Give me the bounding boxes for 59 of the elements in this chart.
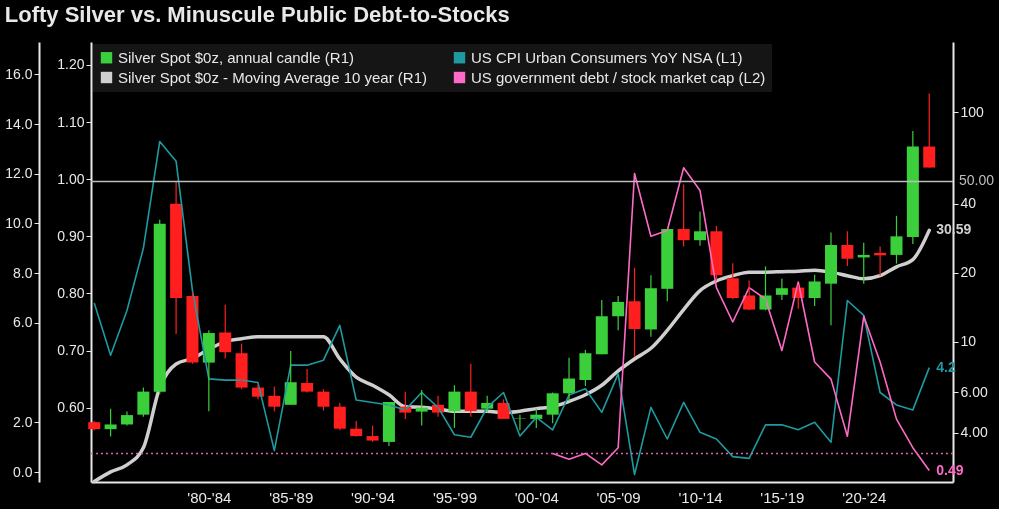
candlestick bbox=[579, 349, 592, 387]
y3-tick-label: 6.00 bbox=[960, 383, 988, 400]
candlestick bbox=[595, 299, 608, 355]
y-tick-label: 0.0 bbox=[13, 463, 33, 480]
y-tick-label: 10.0 bbox=[5, 214, 33, 231]
candlestick bbox=[137, 387, 150, 418]
y3-tick-label: 10 bbox=[960, 333, 977, 350]
y2-tick-label: 0.60 bbox=[57, 399, 85, 416]
legend-label: US government debt / stock market cap (L2) bbox=[471, 68, 766, 86]
x-tick-label: '80-'84 bbox=[187, 488, 232, 506]
x-tick-label: '90-'94 bbox=[351, 488, 396, 506]
y-tick-label: 2.0 bbox=[13, 413, 33, 430]
candlestick bbox=[415, 389, 428, 427]
candlestick bbox=[661, 228, 674, 302]
candlestick bbox=[546, 391, 559, 424]
legend-label: Silver Spot $0z, annual candle (R1) bbox=[118, 48, 354, 66]
x-tick-label: '85-'89 bbox=[269, 488, 314, 506]
x-tick-label: '00-'04 bbox=[514, 488, 559, 506]
y3-tick-label: 100 bbox=[960, 103, 985, 120]
y2-tick-label: 1.20 bbox=[57, 56, 85, 73]
y2-tick-label: 0.70 bbox=[57, 342, 85, 359]
candlestick bbox=[923, 92, 936, 169]
candlestick bbox=[612, 295, 625, 331]
x-tick-label: '15-'19 bbox=[760, 488, 805, 506]
candlestick bbox=[808, 274, 821, 307]
line-series bbox=[93, 140, 931, 476]
y2-tick-label: 0.80 bbox=[57, 284, 85, 301]
y-tick-label: 8.0 bbox=[13, 264, 33, 281]
chart-title: Lofty Silver vs. Minuscule Public Debt-to-Stocks bbox=[4, 2, 510, 28]
candlestick bbox=[677, 183, 690, 248]
y3-tick-label: 4.00 bbox=[960, 424, 988, 441]
candlestick bbox=[219, 304, 232, 359]
candlestick bbox=[726, 262, 739, 300]
y3-tick-label: 40 bbox=[960, 195, 977, 212]
y-tick-label: 16.0 bbox=[5, 65, 33, 82]
x-tick-label: '10-'14 bbox=[678, 488, 723, 506]
ref-line-label: 50.00 bbox=[959, 172, 995, 189]
x-tick-label: '20-'24 bbox=[842, 488, 887, 506]
y2-tick-label: 1.10 bbox=[57, 113, 85, 130]
x-tick-label: '95-'99 bbox=[432, 488, 477, 506]
candlestick bbox=[268, 386, 281, 412]
y2-tick-label: 0.90 bbox=[57, 227, 85, 244]
candlestick bbox=[153, 219, 166, 395]
line-series bbox=[551, 166, 931, 472]
candlestick bbox=[890, 215, 903, 265]
candlestick bbox=[333, 402, 346, 431]
candlestick bbox=[513, 414, 526, 431]
y-tick-label: 12.0 bbox=[5, 165, 33, 182]
y-tick-label: 14.0 bbox=[5, 115, 33, 132]
x-tick-label: '05-'09 bbox=[596, 488, 641, 506]
legend-label: US CPI Urban Consumers YoY NSA (L1) bbox=[471, 48, 743, 66]
candlestick bbox=[841, 230, 854, 267]
y-tick-label: 6.0 bbox=[13, 314, 33, 331]
candlestick bbox=[628, 267, 641, 358]
legend-label: Silver Spot $0z - Moving Average 10 year (R1) bbox=[118, 68, 428, 86]
candlestick bbox=[317, 388, 330, 412]
y3-tick-label: 20 bbox=[960, 264, 977, 281]
candlestick bbox=[104, 408, 117, 438]
y2-tick-label: 1.00 bbox=[57, 170, 85, 187]
